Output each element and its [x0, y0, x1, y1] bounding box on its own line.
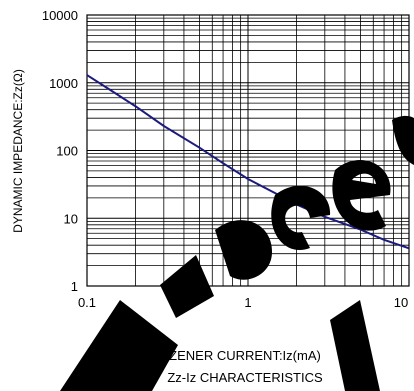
x-axis-label: ZENER CURRENT:Iz(mA)	[169, 348, 321, 363]
watermark-stroke-e	[332, 160, 391, 231]
x-tick-label: 0.1	[78, 295, 96, 310]
y-tick-label: 10000	[42, 8, 78, 23]
x-tick-label: 10	[394, 295, 408, 310]
y-axis-label: DYNAMIC IMPEDANCE:Zz(Ω)	[11, 69, 25, 233]
y-tick-label: 100	[56, 144, 78, 159]
x-tick-label: 1	[244, 295, 251, 310]
y-tick-label: 1000	[49, 76, 78, 91]
watermark	[60, 115, 414, 391]
y-tick-labels: 1 10 100 1000 10000	[42, 8, 78, 294]
watermark-stroke-c	[271, 185, 331, 251]
watermark-stroke-left	[160, 255, 214, 318]
watermark-stroke-mid	[215, 220, 272, 280]
chart-title: Zz-Iz CHARACTERISTICS	[167, 370, 323, 385]
series-line-zz	[86, 74, 410, 250]
watermark-stroke-top	[392, 115, 414, 165]
x-tick-labels: 0.1 1 10	[78, 295, 408, 310]
watermark-stroke-lower	[60, 300, 178, 391]
y-tick-label: 1	[71, 279, 78, 294]
watermark-stroke-bottom-right	[330, 300, 380, 391]
y-tick-label: 10	[64, 211, 78, 226]
